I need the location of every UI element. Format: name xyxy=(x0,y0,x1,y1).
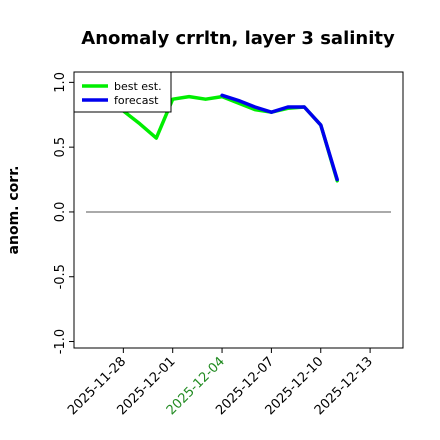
y-tick-label: -0.5 xyxy=(53,264,68,289)
y-tick-label: 0.0 xyxy=(53,202,68,223)
y-tick-label: 0.5 xyxy=(53,137,68,158)
series-line-forecast xyxy=(220,93,339,182)
y-tick-label: -1.0 xyxy=(53,329,68,354)
legend-label: forecast xyxy=(114,94,159,107)
legend-label: best est. xyxy=(114,80,162,93)
legend-box xyxy=(73,71,172,113)
y-axis-label: anom. corr. xyxy=(6,166,22,255)
y-tick-label: 1.0 xyxy=(53,72,68,93)
y-axis: -1.0 -0.5 0.0 0.5 1.0 xyxy=(53,72,74,354)
x-axis: 2025-11-282025-12-012025-12-042025-12-07… xyxy=(65,348,376,418)
legend: best est.forecast xyxy=(73,71,172,113)
plot-frame xyxy=(73,71,404,349)
chart-title: Anomaly crrltn, layer 3 salinity xyxy=(81,28,395,49)
plot-area xyxy=(86,93,391,213)
